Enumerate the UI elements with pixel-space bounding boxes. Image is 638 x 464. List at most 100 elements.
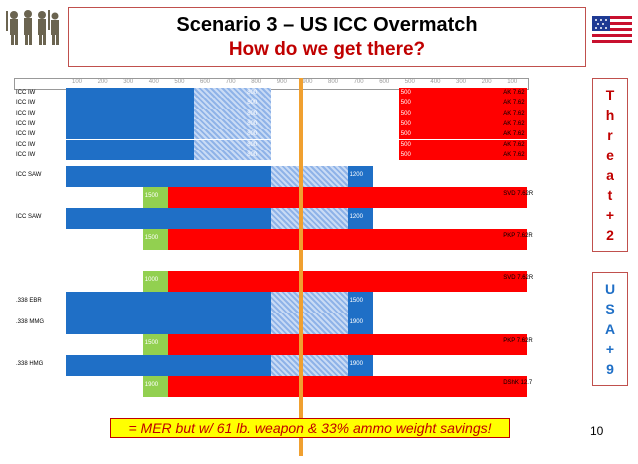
slide-title: Scenario 3 – US ICC Overmatch bbox=[176, 14, 478, 36]
hatch-range-bar bbox=[194, 88, 246, 99]
range-header-cell: 600 bbox=[379, 79, 390, 85]
blue-range-value: 800 bbox=[247, 141, 258, 148]
weapon-label: .338 HMG bbox=[16, 361, 44, 368]
range-header-cell: 200 bbox=[481, 79, 492, 85]
red-range-bar bbox=[398, 149, 527, 161]
green-overmatch-cell bbox=[142, 334, 169, 356]
usa-letter: A bbox=[604, 321, 616, 337]
hatch-range-bar bbox=[270, 208, 348, 230]
red-range-bar bbox=[168, 334, 527, 356]
blue-range-bar bbox=[66, 98, 246, 109]
range-header-cell: 400 bbox=[148, 79, 159, 85]
red-range-value: 500 bbox=[400, 141, 411, 148]
range-header-cell: 300 bbox=[456, 79, 467, 85]
hatch-range-bar bbox=[245, 108, 271, 119]
range-header-cell: 400 bbox=[430, 79, 441, 85]
red-range-value: 1900 bbox=[144, 382, 159, 389]
red-range-value: 500 bbox=[400, 151, 411, 158]
row-label: ICC IW bbox=[16, 151, 36, 158]
hatch-range-bar bbox=[194, 98, 246, 109]
red-range-bar bbox=[398, 88, 527, 99]
red-range-value: 1500 bbox=[144, 340, 159, 347]
range-header-cell: 100 bbox=[507, 79, 518, 85]
blue-range-value: 1200 bbox=[349, 172, 363, 179]
row-label: ICC IW bbox=[16, 120, 36, 127]
red-range-bar bbox=[168, 229, 527, 251]
threat-weapon: PKP 7.62R bbox=[503, 233, 533, 240]
usa-letter: + bbox=[605, 341, 615, 357]
row-label: ICC IW bbox=[16, 141, 36, 148]
red-range-value: 1000 bbox=[144, 277, 159, 284]
threat-weapon: AK 7.62 bbox=[503, 141, 525, 148]
range-header-cell: 800 bbox=[251, 79, 262, 85]
blue-range-value: 1200 bbox=[349, 214, 363, 221]
usa-letter: 9 bbox=[606, 361, 614, 377]
threat-letter: r bbox=[607, 127, 613, 143]
blue-range-bar bbox=[66, 166, 271, 188]
blue-range-bar bbox=[66, 139, 246, 150]
red-range-bar bbox=[398, 129, 527, 140]
hatch-range-bar bbox=[270, 355, 348, 377]
hatch-range-bar bbox=[194, 149, 246, 161]
blue-range-bar bbox=[66, 129, 246, 140]
hatch-range-bar bbox=[194, 129, 246, 140]
overmatch-line bbox=[299, 78, 303, 456]
range-header-cell: 900 bbox=[276, 79, 287, 85]
blue-range-value: 800 bbox=[247, 90, 258, 96]
blue-range-bar bbox=[66, 118, 246, 130]
blue-range-end bbox=[347, 208, 374, 230]
blue-range-value: 800 bbox=[247, 151, 258, 158]
range-header-cell: 800 bbox=[328, 79, 339, 85]
blue-range-bar bbox=[66, 88, 246, 99]
weapon-label: ICC SAW bbox=[16, 172, 42, 179]
soldiers-logo bbox=[4, 6, 62, 46]
row-label: ICC IW bbox=[16, 100, 36, 107]
threat-weapon: AK 7.62 bbox=[503, 100, 525, 107]
range-header-cell: 900 bbox=[302, 79, 313, 85]
hatch-range-bar bbox=[245, 88, 271, 99]
green-overmatch-cell bbox=[142, 271, 169, 293]
title-box: Scenario 3 – US ICC Overmatch How do we … bbox=[68, 7, 586, 67]
threat-letter: + bbox=[605, 207, 615, 223]
red-range-bar bbox=[398, 118, 527, 130]
range-header-cell: 500 bbox=[404, 79, 415, 85]
threat-letter: a bbox=[606, 167, 614, 183]
blue-range-value: 800 bbox=[247, 110, 258, 117]
threat-weapon: AK 7.62 bbox=[503, 131, 525, 138]
hatch-range-bar bbox=[245, 98, 271, 109]
row-label: ICC IW bbox=[16, 110, 36, 117]
usa-letter: U bbox=[604, 281, 616, 297]
red-range-value: 1500 bbox=[144, 235, 159, 242]
threat-letter: t bbox=[607, 187, 613, 203]
us-flag-icon bbox=[592, 16, 632, 48]
threat-letter: e bbox=[606, 147, 614, 163]
red-range-value: 500 bbox=[400, 120, 411, 127]
page-number: 10 bbox=[590, 424, 604, 438]
red-range-bar bbox=[168, 271, 527, 293]
range-header-cell: 700 bbox=[353, 79, 364, 85]
red-range-bar bbox=[168, 187, 527, 209]
threat-letter: 2 bbox=[606, 227, 614, 243]
range-header-cell: 500 bbox=[174, 79, 185, 85]
red-range-bar bbox=[398, 98, 527, 109]
blue-range-value: 800 bbox=[247, 120, 258, 127]
red-range-bar bbox=[398, 108, 527, 119]
blue-range-value: 1900 bbox=[349, 361, 363, 368]
threat-weapon: AK 7.62 bbox=[503, 120, 525, 127]
green-overmatch-cell bbox=[142, 229, 169, 251]
row-label: ICC IW bbox=[16, 131, 36, 138]
weapon-label: .338 EBR bbox=[16, 298, 42, 305]
blue-range-bar bbox=[66, 108, 246, 119]
hatch-range-bar bbox=[194, 108, 246, 119]
hatch-range-bar bbox=[245, 129, 271, 140]
threat-weapon: PKP 7.62R bbox=[503, 338, 533, 345]
slide-subtitle: How do we get there? bbox=[228, 39, 426, 60]
green-overmatch-cell bbox=[142, 376, 169, 398]
red-range-value: 500 bbox=[400, 110, 411, 117]
threat-weapon: AK 7.62 bbox=[503, 110, 525, 117]
threat-letter: h bbox=[605, 107, 615, 123]
blue-range-end bbox=[347, 166, 374, 188]
hatch-range-bar bbox=[270, 313, 348, 335]
threat-weapon: SVD 7.62R bbox=[503, 191, 534, 198]
